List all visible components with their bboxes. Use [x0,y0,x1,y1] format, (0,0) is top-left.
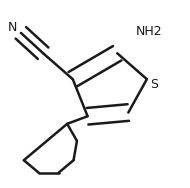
Text: S: S [150,78,158,91]
Text: NH2: NH2 [136,24,162,38]
Text: N: N [8,21,17,34]
